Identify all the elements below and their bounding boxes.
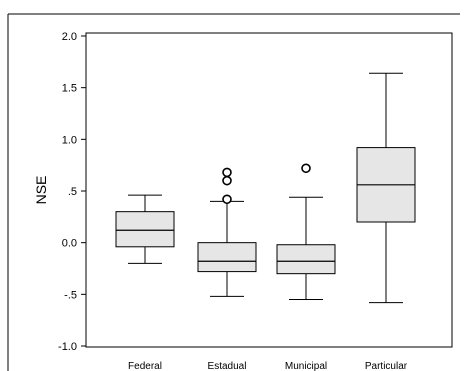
box-federal xyxy=(115,194,175,264)
outlier-point xyxy=(222,167,232,178)
box-particular xyxy=(356,72,416,304)
y-tick-label: -1.0 xyxy=(58,341,77,353)
box-estadual xyxy=(197,167,257,297)
plot-area xyxy=(85,32,453,348)
y-tick-label: -.5 xyxy=(64,289,77,301)
x-category-label: Municipal xyxy=(285,361,327,371)
y-tick-label: 1.0 xyxy=(62,134,77,146)
y-tick-label: .5 xyxy=(68,186,77,198)
y-tick-label: 1.5 xyxy=(62,83,77,95)
x-axis: Federal Estadual Municipal Particular xyxy=(128,361,408,371)
y-axis: 2.0 1.5 1.0 .5 0.0 -.5 -1.0 xyxy=(58,31,86,353)
x-category-label: Particular xyxy=(365,361,408,371)
y-tick-label: 2.0 xyxy=(62,31,77,43)
boxes-group xyxy=(115,72,416,304)
iqr-box xyxy=(115,211,175,248)
outlier-point xyxy=(301,163,311,174)
x-category-label: Estadual xyxy=(208,361,247,371)
iqr-box xyxy=(276,244,336,275)
iqr-box xyxy=(197,242,257,273)
x-category-label: Federal xyxy=(128,361,162,371)
y-tick-label: 0.0 xyxy=(62,238,77,250)
outlier-point xyxy=(222,194,232,205)
box-municipal xyxy=(276,163,336,300)
outlier-point xyxy=(222,175,232,186)
y-axis-title: NSE xyxy=(33,176,49,205)
